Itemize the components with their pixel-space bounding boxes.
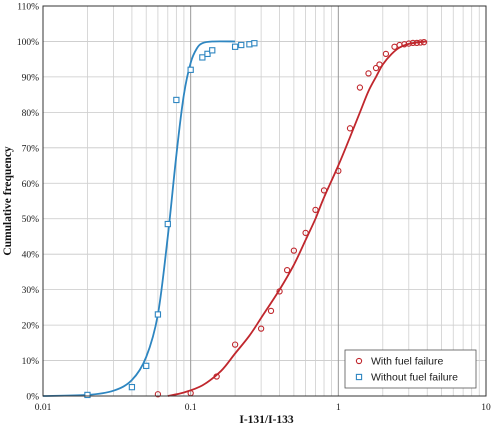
- data-point: [251, 40, 258, 47]
- data-point: [376, 61, 383, 68]
- data-point: [267, 307, 275, 315]
- data-point: [209, 47, 216, 54]
- data-point: [231, 43, 239, 50]
- data-point: [413, 39, 420, 47]
- x-tick-label: 10: [481, 403, 491, 413]
- legend-marker: [355, 373, 363, 381]
- data-point: [417, 39, 424, 46]
- y-tick-label: 90%: [22, 73, 40, 83]
- x-axis-title: I-131/I-133: [239, 414, 294, 426]
- data-point: [238, 41, 245, 49]
- series-fit-line: [42, 40, 236, 397]
- x-tick-label: 1: [336, 403, 341, 413]
- data-point: [335, 167, 342, 175]
- x-tick-label: 0.01: [35, 403, 52, 413]
- data-point: [164, 220, 171, 228]
- y-tick-label: 10%: [22, 357, 40, 367]
- legend-box: [344, 349, 477, 389]
- legend-label: With fuel failure: [371, 356, 444, 368]
- data-point: [276, 288, 283, 295]
- plot-area: [43, 6, 486, 396]
- y-axis-title: Cumulative frequency: [2, 146, 14, 256]
- y-tick-label: 50%: [22, 215, 40, 225]
- y-tick-label: 40%: [22, 251, 40, 261]
- y-tick-label: 70%: [22, 144, 40, 154]
- y-tick-label: 0%: [26, 393, 39, 403]
- data-point: [312, 206, 319, 214]
- data-point: [283, 266, 291, 274]
- data-point: [187, 66, 194, 73]
- legend-marker: [355, 357, 363, 365]
- legend: With fuel failure Without fuel failure: [344, 349, 477, 389]
- data-point: [405, 40, 412, 47]
- data-point: [128, 383, 136, 391]
- fit-curves: [42, 40, 428, 397]
- data-point: [154, 311, 162, 318]
- y-tick-label: 20%: [22, 322, 40, 332]
- data-point: [382, 50, 390, 58]
- series-fit-line: [167, 40, 428, 397]
- data-point: [320, 187, 328, 194]
- data-point: [173, 96, 180, 104]
- data-point: [204, 50, 211, 58]
- data-point: [420, 39, 428, 46]
- x-tick-label: 0.1: [185, 403, 197, 413]
- y-tick-label: 80%: [22, 109, 40, 119]
- x-axis-tick-labels: 0.01 0.1 1 10: [35, 403, 491, 413]
- data-point: [231, 341, 239, 348]
- data-point: [409, 39, 417, 47]
- data-point: [84, 391, 91, 399]
- data-point: [365, 70, 372, 77]
- data-point: [257, 325, 265, 332]
- data-point: [401, 41, 408, 48]
- data-point: [372, 64, 380, 72]
- y-tick-label: 110%: [17, 3, 39, 13]
- data-point: [143, 362, 150, 370]
- data-point: [199, 54, 206, 61]
- y-tick-label: 100%: [17, 38, 39, 48]
- legend-label: Without fuel failure: [371, 372, 458, 384]
- data-point: [346, 125, 354, 132]
- data-point: [302, 229, 309, 237]
- data-points: [84, 39, 428, 399]
- data-point: [213, 373, 220, 380]
- y-tick-label: 60%: [22, 180, 40, 190]
- data-point: [356, 84, 364, 91]
- data-point: [154, 391, 162, 398]
- plot-border: [42, 5, 487, 397]
- data-point: [290, 247, 298, 254]
- y-axis-tick-labels: 0% 10% 20% 30% 40% 50% 60% 70% 80% 90% 100% 110%: [17, 3, 39, 403]
- y-tick-label: 30%: [22, 286, 40, 296]
